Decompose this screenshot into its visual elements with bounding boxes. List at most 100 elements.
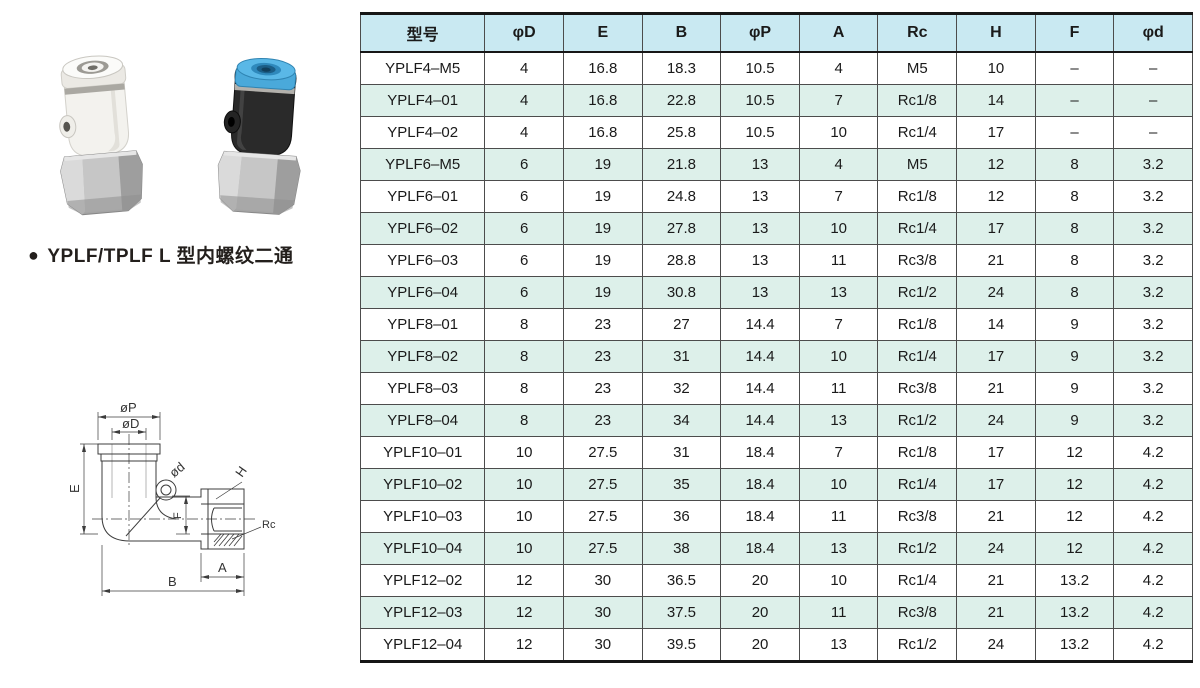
model-cell: YPLF4–M5: [359, 51, 486, 85]
value-cell: 14.4: [720, 372, 800, 405]
header-cell-col5: A: [798, 13, 879, 53]
dimension-arrows: [82, 415, 244, 593]
value-cell: Rc1/2: [877, 404, 958, 437]
value-cell: 11: [798, 500, 879, 533]
value-cell: 12: [484, 628, 564, 662]
value-cell: 13: [720, 180, 800, 213]
value-cell: 9: [1034, 340, 1115, 373]
value-cell: 9: [1034, 308, 1115, 341]
value-cell: 21: [956, 372, 1036, 405]
value-cell: Rc1/2: [877, 628, 958, 662]
table-row: YPLF6–03 6 19 28.8 13 11 Rc3/8 21 8 3.2: [359, 244, 1193, 277]
value-cell: 17: [956, 340, 1036, 373]
value-cell: 3.2: [1113, 212, 1193, 245]
value-cell: 13.2: [1034, 596, 1115, 629]
table-row: YPLF10–02 10 27.5 35 18.4 10 Rc1/4 17 12 4.2: [359, 468, 1193, 501]
value-cell: 13: [720, 148, 800, 181]
value-cell: 21: [956, 596, 1036, 629]
header-cell-model: 型号: [359, 13, 486, 53]
value-cell: 10: [484, 500, 564, 533]
value-cell: 21: [956, 500, 1036, 533]
value-cell: 10: [798, 212, 879, 245]
value-cell: 11: [798, 596, 879, 629]
value-cell: 18.3: [641, 51, 722, 85]
table-row: YPLF4–02 4 16.8 25.8 10.5 10 Rc1/4 17– –: [359, 116, 1193, 149]
table-row: YPLF4–01 4 16.8 22.8 10.5 7 Rc1/8 14– –: [359, 84, 1193, 117]
value-cell: 7: [798, 84, 879, 117]
value-cell: 13: [798, 628, 879, 662]
value-cell: 21: [956, 244, 1036, 277]
value-cell: 6: [484, 148, 564, 181]
value-cell: 19: [562, 148, 643, 181]
model-cell: YPLF8–03: [359, 372, 486, 405]
value-cell: Rc1/8: [877, 180, 958, 213]
value-cell: Rc1/8: [877, 308, 958, 341]
value-cell: 20: [720, 628, 800, 662]
value-cell: 13: [798, 276, 879, 309]
value-cell: 8: [1034, 276, 1115, 309]
value-cell: 10: [798, 468, 879, 501]
value-cell: 18.4: [720, 500, 800, 533]
table-row: YPLF10–03 10 27.5 36 18.4 11 Rc3/8 21 12 4.2: [359, 500, 1193, 533]
value-cell: 18.4: [720, 468, 800, 501]
table-row: YPLF8–03 8 23 32 14.4 11 Rc3/8 21 9 3.2: [359, 372, 1193, 405]
product-photo-black-fitting: [217, 57, 301, 215]
table-row: YPLF10–01 10 27.5 31 18.4 7 Rc1/8 17 12 4.2: [359, 436, 1193, 469]
value-cell: 24.8: [641, 180, 722, 213]
value-cell: 10: [484, 436, 564, 469]
value-cell: 14: [956, 84, 1036, 117]
label-Rc: Rc: [262, 519, 276, 531]
value-cell: 27.5: [562, 500, 643, 533]
value-cell: 10.5: [720, 116, 800, 149]
technical-drawing: øP øD E ød H F Rc A B: [56, 386, 324, 629]
model-cell: YPLF6–01: [359, 180, 486, 213]
header-cell-col4: φP: [720, 13, 800, 53]
collet-circle: [155, 479, 177, 501]
label-phid: ød: [166, 459, 187, 480]
value-cell: 16.8: [562, 116, 643, 149]
header-cell-col1: φD: [484, 13, 564, 53]
value-cell: 12: [1034, 532, 1115, 565]
value-cell: 31: [641, 340, 722, 373]
value-cell: 10: [798, 340, 879, 373]
table-row: YPLF8–01 8 23 27 14.4 7 Rc1/8 14 9 3.2: [359, 308, 1193, 341]
value-cell: 36: [641, 500, 722, 533]
value-cell: 3.2: [1113, 404, 1193, 437]
value-cell: 7: [798, 308, 879, 341]
header-cell-col6: Rc: [877, 13, 958, 53]
model-cell: YPLF8–04: [359, 404, 486, 437]
value-cell: 23: [562, 340, 643, 373]
value-cell: 10: [956, 51, 1036, 85]
value-cell: 4: [798, 51, 879, 85]
value-cell: Rc1/8: [877, 84, 958, 117]
table-row: YPLF12–02 12 30 36.5 20 10 Rc1/4 21 13.2 4.2: [359, 564, 1193, 597]
value-cell: 11: [798, 244, 879, 277]
value-cell: 16.8: [562, 51, 643, 85]
value-cell: –: [1034, 116, 1115, 149]
value-cell: 25.8: [641, 116, 722, 149]
value-cell: –: [1113, 51, 1193, 85]
value-cell: 39.5: [641, 628, 722, 662]
value-cell: Rc1/4: [877, 468, 958, 501]
value-cell: Rc3/8: [877, 244, 958, 277]
value-cell: 23: [562, 308, 643, 341]
value-cell: 4: [484, 116, 564, 149]
value-cell: 21: [956, 564, 1036, 597]
value-cell: 13.2: [1034, 564, 1115, 597]
value-cell: 21.8: [641, 148, 722, 181]
value-cell: 17: [956, 468, 1036, 501]
value-cell: 4.2: [1113, 500, 1193, 533]
value-cell: M5: [877, 51, 958, 85]
value-cell: 27.5: [562, 468, 643, 501]
table-row: YPLF4–M5 4 16.8 18.3 10.5 4 M5 10– –: [359, 51, 1193, 85]
thread-hatch: [213, 533, 243, 547]
value-cell: 35: [641, 468, 722, 501]
label-E: E: [67, 484, 82, 493]
model-cell: YPLF10–01: [359, 436, 486, 469]
fitting-hex-nut: [60, 150, 143, 216]
value-cell: 12: [484, 596, 564, 629]
value-cell: –: [1113, 116, 1193, 149]
value-cell: 3.2: [1113, 148, 1193, 181]
table-row: YPLF12–04 12 30 39.5 20 13 Rc1/2 24 13.2 4.2: [359, 628, 1193, 662]
